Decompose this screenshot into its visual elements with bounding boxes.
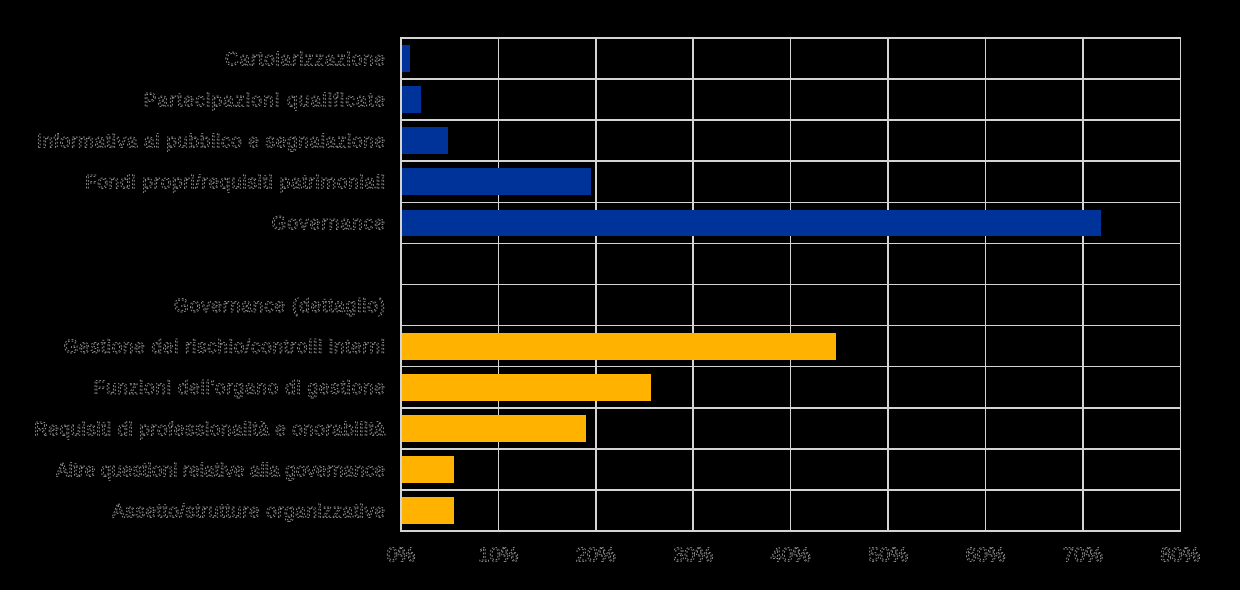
svg-text:Governance (dettaglio): Governance (dettaglio) [174,296,386,317]
svg-text:Partecipazioni qualificate: Partecipazioni qualificate [144,90,387,111]
svg-text:20%: 20% [576,545,616,567]
svg-text:Altre questioni relative alla: Altre questioni relative alla governance [56,461,385,482]
svg-text:40%: 40% [771,545,811,567]
svg-text:50%: 50% [868,545,908,567]
svg-text:Cartolarizzazione: Cartolarizzazione [225,49,386,70]
svg-text:Assetto/strutture organizzativ: Assetto/strutture organizzative [112,502,386,523]
svg-text:Gestione del rischio/controlli: Gestione del rischio/controlli interni [64,337,386,358]
svg-text:0%: 0% [387,545,416,567]
svg-text:30%: 30% [673,545,713,567]
svg-text:60%: 60% [965,545,1005,567]
svg-text:80%: 80% [1160,545,1200,567]
svg-text:Requisiti di professionalità e: Requisiti di professionalità e onorabili… [34,419,385,440]
svg-text:Fondi propri/requisiti patrimo: Fondi propri/requisiti patrimoniali [85,173,386,194]
svg-text:Governance: Governance [271,214,386,235]
svg-text:70%: 70% [1063,545,1103,567]
svg-text:Informativa al pubblico e segn: Informativa al pubblico e segnalazione [37,132,386,153]
svg-text:Funzioni dell'organo di gestio: Funzioni dell'organo di gestione [94,378,386,399]
svg-text:10%: 10% [478,545,518,567]
